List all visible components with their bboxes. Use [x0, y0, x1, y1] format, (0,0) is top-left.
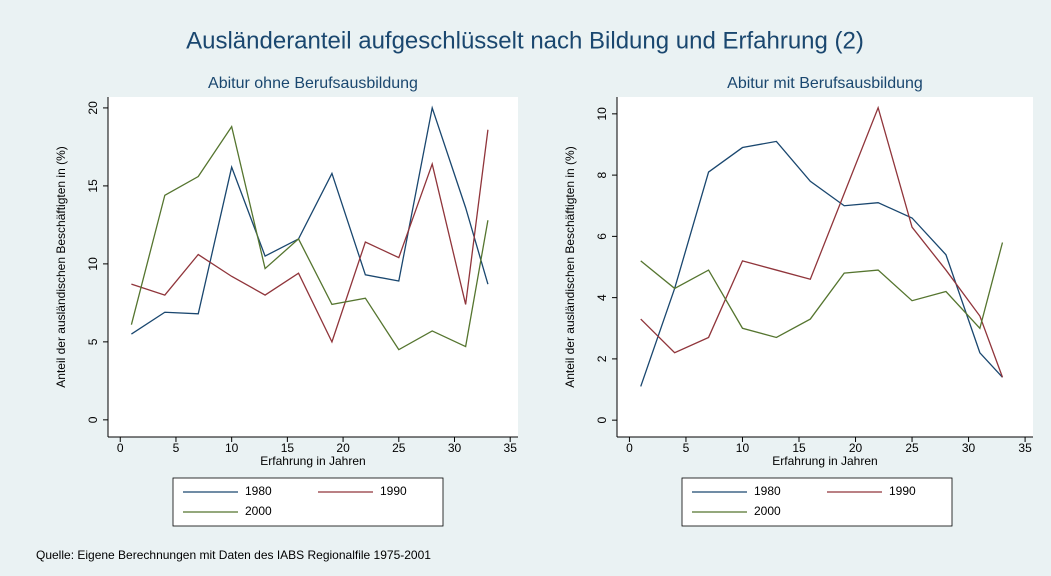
x-axis-label: Erfahrung in Jahren [772, 454, 877, 468]
legend-label: 1980 [245, 484, 272, 498]
y-axis-label: Anteil der ausländischen Beschäftigten i… [563, 146, 577, 387]
x-tick-label: 0 [117, 441, 124, 455]
line [131, 129, 489, 344]
x-axis-label: Erfahrung in Jahren [260, 454, 365, 468]
panel-title: Abitur mit Berufsausbildung [727, 75, 923, 92]
legend-label: 1980 [754, 484, 781, 498]
y-tick-label: 2 [595, 355, 609, 362]
x-tick-label: 0 [626, 441, 633, 455]
x-tick-label: 35 [504, 441, 518, 455]
x-tick-label: 10 [736, 441, 750, 455]
x-tick-label: 5 [683, 441, 690, 455]
x-tick-label: 25 [392, 441, 406, 455]
x-tick-label: 30 [962, 441, 976, 455]
y-tick-label: 15 [86, 179, 100, 193]
y-tick-label: 0 [595, 416, 609, 423]
y-tick-label: 6 [595, 233, 609, 240]
x-tick-label: 15 [792, 441, 806, 455]
legend-label: 1990 [889, 484, 916, 498]
panel-title: Abitur ohne Berufsausbildung [208, 75, 418, 92]
line [640, 242, 1004, 339]
y-tick-label: 4 [595, 294, 609, 301]
line [130, 125, 489, 351]
x-tick-label: 25 [905, 441, 919, 455]
x-tick-label: 35 [1018, 441, 1032, 455]
line [131, 105, 489, 335]
line [640, 105, 1004, 378]
y-tick-label: 5 [86, 338, 100, 345]
legend-label: 1990 [380, 484, 407, 498]
x-tick-label: 30 [448, 441, 462, 455]
x-tick-label: 20 [336, 441, 350, 455]
y-tick-label: 8 [595, 171, 609, 178]
y-axis-label: Anteil der ausländischen Beschäftigten i… [54, 146, 68, 387]
chart-title: Ausländeranteil aufgeschlüsselt nach Bil… [186, 27, 864, 54]
line [640, 140, 1003, 387]
legend-label: 2000 [754, 504, 781, 518]
legend [172, 477, 444, 527]
y-tick-label: 20 [86, 101, 100, 115]
y-tick-label: 10 [595, 107, 609, 121]
x-tick-label: 15 [281, 441, 295, 455]
legend-label: 2000 [245, 504, 272, 518]
y-tick-label: 10 [86, 257, 100, 271]
plot-area [617, 97, 1033, 437]
y-tick-label: 0 [86, 416, 100, 423]
x-tick-label: 5 [173, 441, 180, 455]
legend [681, 477, 953, 527]
x-tick-label: 20 [849, 441, 863, 455]
x-tick-label: 10 [225, 441, 239, 455]
source-note: Quelle: Eigene Berechnungen mit Daten de… [36, 548, 431, 562]
